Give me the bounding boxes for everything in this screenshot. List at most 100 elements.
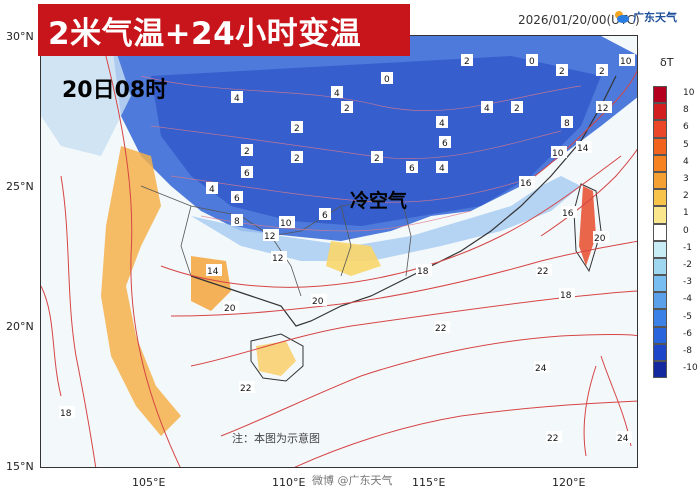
contour-label: 16 [561,206,577,219]
svg-text:14: 14 [577,144,589,154]
svg-text:2: 2 [294,124,300,134]
svg-text:20: 20 [312,297,324,307]
svg-text:18: 18 [560,291,572,301]
contour-label: 0 [526,54,538,67]
svg-text:20: 20 [594,234,606,244]
lon-tick-120: 120°E [552,476,586,489]
contour-label: 2 [291,121,303,134]
hainan-outline [250,333,304,382]
contour-label: 14 [576,141,592,154]
svg-text:12: 12 [272,254,283,264]
contour-label: 2 [291,151,303,164]
contour-label: 18 [416,264,432,277]
contour-label: 4 [206,182,218,195]
colorbar-level-label: -5 [683,311,692,322]
warm-patch-hainan [256,341,296,376]
colorbar-cell [653,361,667,379]
svg-text:22: 22 [537,267,548,277]
colorbar-cell [653,326,667,344]
colorbar-level-label: -8 [683,346,692,356]
lat-tick-15: 15°N [6,460,34,473]
colorbar-level-label: 4 [683,156,689,167]
svg-text:4: 4 [439,164,445,174]
contour-label: 8 [561,116,573,129]
contour-label: 4 [231,91,243,104]
cold-airmass-mid [151,56,601,226]
svg-text:6: 6 [442,139,448,149]
svg-text:10: 10 [552,149,564,159]
svg-text:20: 20 [224,304,236,314]
contour-label: 18 [59,406,75,419]
contour-label: 20 [593,231,609,244]
contour-label: 20 [223,301,239,314]
colorbar-level-label: 3 [683,174,689,184]
contour-label: 4 [436,116,448,129]
isotherm-contours [41,36,637,467]
svg-text:12: 12 [597,104,608,114]
colorbar-cell [653,309,667,327]
contour-label: 2 [341,101,353,114]
svg-text:8: 8 [234,217,240,227]
contour-label: 24 [616,431,632,444]
contour-label: 8 [231,214,243,227]
colorbar-level-label: -4 [683,294,692,305]
contour-label: 2 [511,101,523,114]
contour-label: 0 [381,72,393,85]
svg-text:2: 2 [344,104,350,114]
colorbar-cell [653,292,667,310]
contour-label: 16 [519,176,535,189]
svg-text:6: 6 [409,164,415,174]
svg-text:22: 22 [240,384,251,394]
contour-label: 12 [596,101,612,114]
svg-text:22: 22 [435,324,446,334]
svg-text:16: 16 [520,179,532,189]
colorbar-cell [653,275,667,293]
cold-airmass-light [191,176,581,261]
colorbar-level-label: 8 [683,105,689,116]
warm-patch-west [101,146,181,436]
colorbar [653,86,667,379]
colorbar-level-label: 10 [683,88,695,98]
svg-text:16: 16 [562,209,574,219]
weibo-watermark: 微博 @广东天气 [312,474,393,487]
svg-text:6: 6 [244,169,250,179]
warm-patch-taiwan [579,186,596,266]
colorbar-cell [653,257,667,276]
colorbar-level-label: 6 [683,122,689,133]
contour-label: 10 [619,54,635,67]
contour-label: 12 [263,229,279,242]
valid-datetime: 2026/01/20/00(UTC) [518,13,640,27]
temperature-map: 2 0 2 2 10 4 2 0 4 8 12 4 2 2 2 4 6 10 1… [41,36,637,467]
contour-label: 22 [434,321,450,334]
svg-text:4: 4 [209,185,215,195]
svg-text:6: 6 [322,211,328,221]
svg-text:2: 2 [294,154,300,164]
svg-text:0: 0 [384,75,390,85]
colorbar-cell [653,137,667,155]
contour-label: 18 [559,288,575,301]
svg-text:12: 12 [264,232,275,242]
svg-text:6: 6 [234,194,240,204]
contour-label: 6 [231,191,243,204]
contour-label: 2 [556,64,568,77]
brand-logo: 广东天气 [612,8,677,26]
colorbar-cell [653,103,667,121]
contour-labels: 2 0 2 2 10 4 2 0 4 8 12 4 2 2 2 4 6 10 1… [59,54,635,444]
contour-label: 2 [461,54,473,67]
contour-label: 6 [241,166,253,179]
contour-label: 22 [546,431,562,444]
contour-label: 2 [371,151,383,164]
colorbar-cell [653,240,667,258]
svg-text:4: 4 [484,104,490,114]
contour-label: 22 [536,264,552,277]
svg-text:24: 24 [617,434,629,444]
colorbar-level-label: 0 [683,225,689,236]
colorbar-cell [653,154,667,172]
map-title-text: 2米气温+24小时变温 [48,15,362,52]
svg-text:18: 18 [417,267,429,277]
contour-label: 22 [239,381,255,394]
lat-tick-30: 30°N [6,30,34,43]
contour-label: 2 [241,144,253,157]
svg-text:4: 4 [234,94,240,104]
